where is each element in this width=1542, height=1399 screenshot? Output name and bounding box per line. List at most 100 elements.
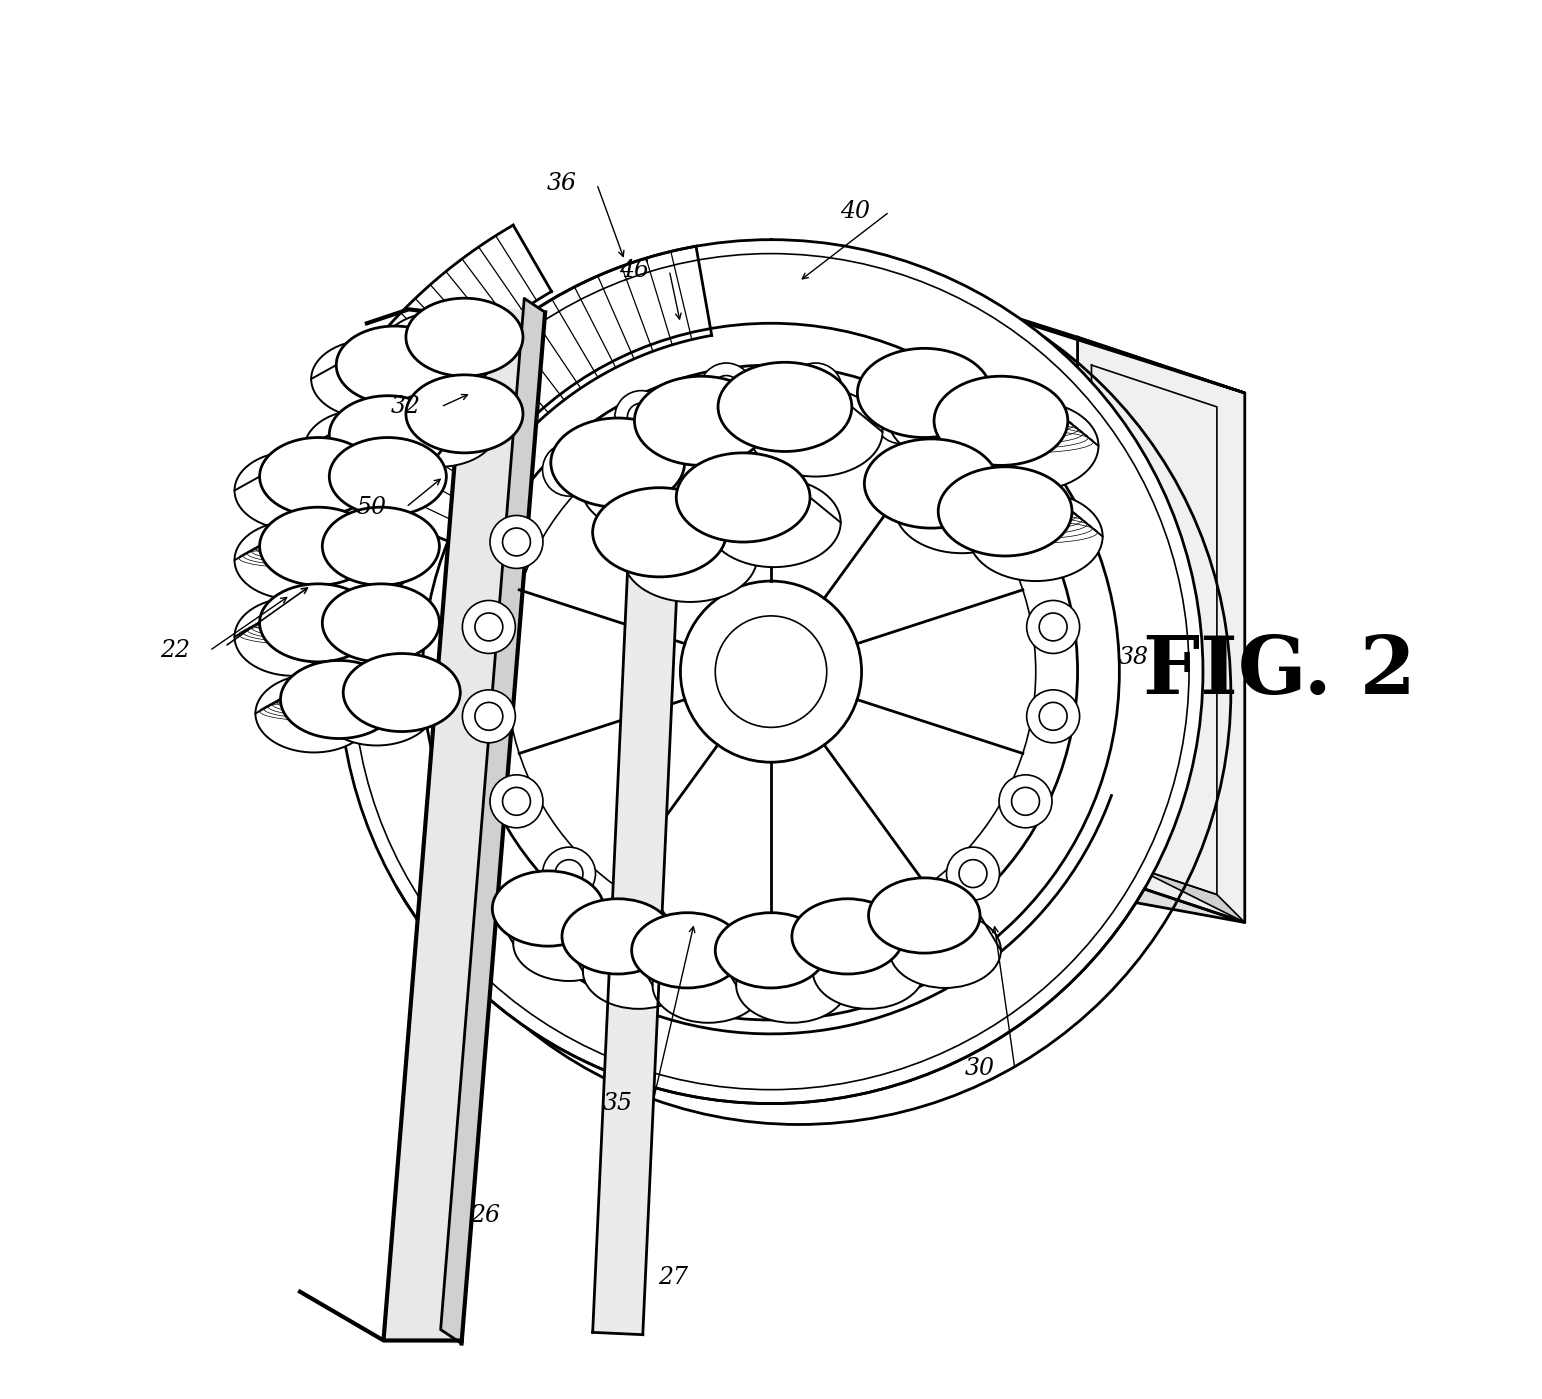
Ellipse shape <box>353 253 1189 1090</box>
Ellipse shape <box>234 452 352 529</box>
Ellipse shape <box>715 616 827 727</box>
Polygon shape <box>592 420 685 1335</box>
Ellipse shape <box>298 522 415 599</box>
Ellipse shape <box>623 513 757 602</box>
Polygon shape <box>441 298 546 1343</box>
Ellipse shape <box>947 443 999 497</box>
Ellipse shape <box>1012 788 1039 816</box>
Ellipse shape <box>790 928 842 981</box>
Ellipse shape <box>1027 690 1079 743</box>
Ellipse shape <box>868 877 981 953</box>
Ellipse shape <box>677 453 810 541</box>
Polygon shape <box>771 811 1244 922</box>
Ellipse shape <box>550 418 685 508</box>
Ellipse shape <box>965 402 1098 491</box>
Ellipse shape <box>543 848 595 900</box>
Ellipse shape <box>475 613 503 641</box>
Ellipse shape <box>506 407 1036 936</box>
Text: 36: 36 <box>547 172 577 196</box>
Ellipse shape <box>543 443 595 497</box>
Ellipse shape <box>503 527 530 555</box>
Ellipse shape <box>1039 702 1067 730</box>
Ellipse shape <box>234 597 352 676</box>
Ellipse shape <box>592 488 726 576</box>
Ellipse shape <box>615 390 668 443</box>
Ellipse shape <box>406 298 523 376</box>
Ellipse shape <box>475 702 503 730</box>
Ellipse shape <box>311 340 429 418</box>
Text: 50: 50 <box>356 495 386 519</box>
Ellipse shape <box>304 452 421 529</box>
Ellipse shape <box>888 374 1022 463</box>
Ellipse shape <box>298 597 415 676</box>
Ellipse shape <box>490 515 543 568</box>
Ellipse shape <box>934 376 1067 466</box>
Ellipse shape <box>318 667 435 746</box>
Ellipse shape <box>615 900 668 953</box>
Ellipse shape <box>865 439 998 527</box>
Text: 22: 22 <box>160 639 190 662</box>
Ellipse shape <box>259 583 376 662</box>
Ellipse shape <box>423 323 1119 1020</box>
Polygon shape <box>1133 867 1244 922</box>
Ellipse shape <box>706 478 840 567</box>
Ellipse shape <box>736 947 848 1023</box>
Ellipse shape <box>381 312 498 390</box>
Ellipse shape <box>628 403 655 431</box>
Ellipse shape <box>304 410 421 488</box>
Ellipse shape <box>281 660 398 739</box>
Ellipse shape <box>339 239 1203 1104</box>
Polygon shape <box>1078 337 1244 922</box>
Ellipse shape <box>715 912 827 988</box>
Ellipse shape <box>857 348 992 438</box>
Ellipse shape <box>968 492 1103 581</box>
Text: 26: 26 <box>470 1203 500 1227</box>
Ellipse shape <box>634 376 768 466</box>
Ellipse shape <box>259 508 376 585</box>
Ellipse shape <box>259 438 376 516</box>
Polygon shape <box>384 306 546 1343</box>
Ellipse shape <box>802 940 830 968</box>
Ellipse shape <box>581 443 715 532</box>
Text: 46: 46 <box>620 259 649 281</box>
Ellipse shape <box>959 860 987 887</box>
Text: 40: 40 <box>839 200 870 224</box>
Ellipse shape <box>513 905 625 981</box>
Ellipse shape <box>256 674 373 753</box>
Ellipse shape <box>561 898 674 974</box>
Ellipse shape <box>1027 600 1079 653</box>
Ellipse shape <box>790 362 842 416</box>
Ellipse shape <box>330 396 446 474</box>
Ellipse shape <box>555 456 583 484</box>
Ellipse shape <box>490 775 543 828</box>
Ellipse shape <box>322 583 439 662</box>
Ellipse shape <box>947 848 999 900</box>
Text: 27: 27 <box>658 1266 688 1290</box>
Ellipse shape <box>813 933 924 1009</box>
Ellipse shape <box>749 388 882 477</box>
Ellipse shape <box>700 928 752 981</box>
Ellipse shape <box>652 947 763 1023</box>
Ellipse shape <box>894 464 1029 553</box>
Ellipse shape <box>1039 613 1067 641</box>
Ellipse shape <box>381 389 498 467</box>
Ellipse shape <box>802 375 830 403</box>
Ellipse shape <box>330 438 446 516</box>
Ellipse shape <box>463 690 515 743</box>
Ellipse shape <box>890 912 1001 988</box>
Ellipse shape <box>406 375 523 453</box>
Ellipse shape <box>887 403 914 431</box>
Ellipse shape <box>999 775 1052 828</box>
Ellipse shape <box>583 933 694 1009</box>
Ellipse shape <box>874 390 927 443</box>
Ellipse shape <box>322 508 439 585</box>
Text: 35: 35 <box>603 1093 632 1115</box>
Ellipse shape <box>938 467 1072 555</box>
Ellipse shape <box>874 900 927 953</box>
Text: 32: 32 <box>392 396 421 418</box>
Ellipse shape <box>719 362 851 452</box>
Ellipse shape <box>887 912 914 940</box>
Ellipse shape <box>665 402 799 491</box>
Ellipse shape <box>959 456 987 484</box>
Ellipse shape <box>555 860 583 887</box>
